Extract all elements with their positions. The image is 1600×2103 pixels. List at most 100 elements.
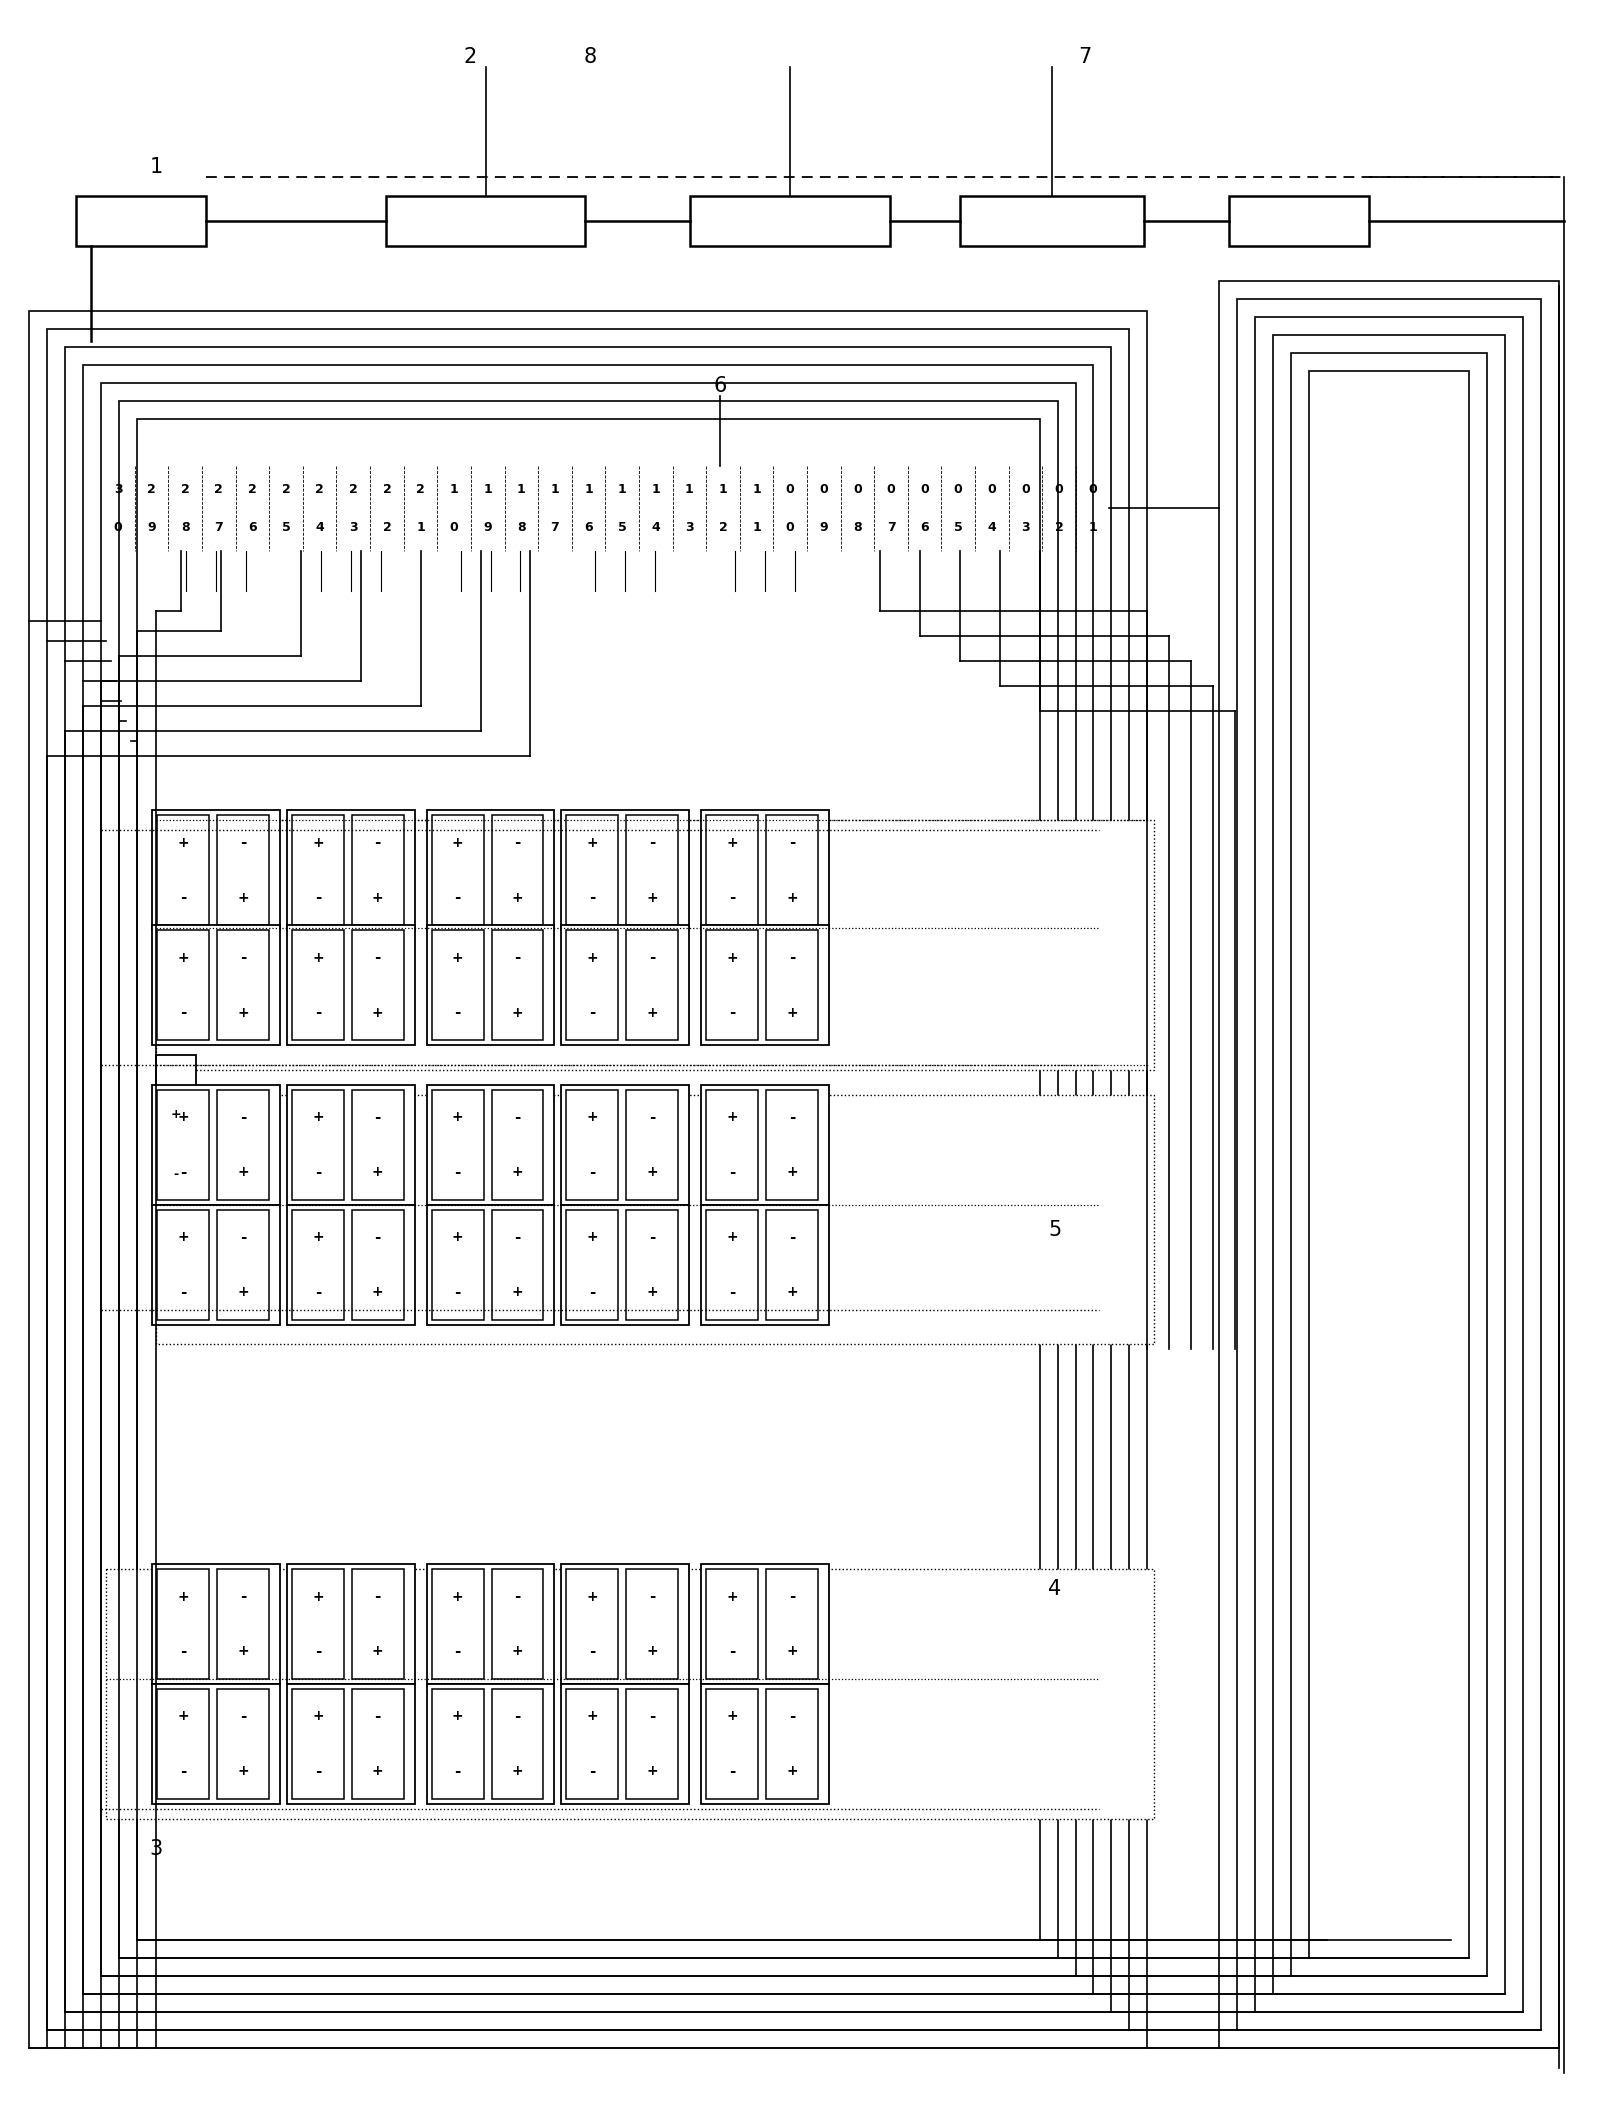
Text: +: + <box>646 1005 658 1020</box>
Text: +: + <box>312 835 323 850</box>
Bar <box>1219 282 1558 2048</box>
Bar <box>562 1685 690 1804</box>
Bar <box>106 1569 1154 1819</box>
Text: 5: 5 <box>954 522 963 534</box>
Bar <box>66 347 1112 2013</box>
Bar <box>101 467 1109 551</box>
Bar <box>960 196 1144 246</box>
Text: 4: 4 <box>987 522 997 534</box>
Text: 6: 6 <box>714 376 726 395</box>
Text: +: + <box>178 1230 189 1245</box>
Text: +: + <box>451 1590 464 1605</box>
Text: 1: 1 <box>752 484 762 496</box>
Text: +: + <box>726 835 738 850</box>
Text: 0: 0 <box>786 484 795 496</box>
Bar <box>152 1565 280 1685</box>
Text: +: + <box>312 1710 323 1722</box>
Text: 6: 6 <box>248 522 256 534</box>
Bar <box>562 1085 690 1205</box>
Text: +: + <box>786 1645 798 1659</box>
Bar <box>286 1685 414 1804</box>
Text: +: + <box>178 951 189 965</box>
Text: +: + <box>512 1005 523 1020</box>
Bar <box>1256 318 1523 2013</box>
Text: 8: 8 <box>181 522 189 534</box>
Text: +: + <box>646 1764 658 1779</box>
Text: -: - <box>730 1165 736 1180</box>
Bar <box>157 1089 210 1199</box>
Bar <box>157 1209 210 1319</box>
Bar <box>138 418 1040 1941</box>
Text: -: - <box>730 1764 736 1779</box>
Bar <box>706 1209 758 1319</box>
Text: +: + <box>237 1764 248 1779</box>
Text: +: + <box>237 1005 248 1020</box>
Text: -: - <box>589 1165 595 1180</box>
Bar <box>352 1689 403 1798</box>
Text: -: - <box>240 1230 246 1245</box>
Bar <box>701 1205 829 1325</box>
Text: 3: 3 <box>685 522 694 534</box>
Bar <box>152 1205 280 1325</box>
Text: -: - <box>374 835 381 850</box>
Bar <box>218 1209 269 1319</box>
Text: 6: 6 <box>584 522 594 534</box>
Bar <box>386 196 586 246</box>
Bar <box>291 1689 344 1798</box>
Bar <box>291 1569 344 1678</box>
Bar <box>626 816 678 925</box>
Text: +: + <box>587 1110 598 1125</box>
Bar <box>562 1565 690 1685</box>
Bar <box>157 1056 197 1234</box>
Text: +: + <box>646 892 658 904</box>
Bar <box>427 1205 555 1325</box>
Bar <box>690 196 890 246</box>
Text: +: + <box>512 1764 523 1779</box>
Text: +: + <box>371 1645 384 1659</box>
Bar <box>48 330 1130 2029</box>
Bar <box>352 816 403 925</box>
Text: 1: 1 <box>685 484 694 496</box>
Text: -: - <box>374 1710 381 1724</box>
Text: +: + <box>371 1005 384 1020</box>
Bar <box>352 1209 403 1319</box>
Text: +: + <box>237 892 248 904</box>
Text: -: - <box>315 1165 322 1180</box>
Text: +: + <box>587 835 598 850</box>
Text: +: + <box>512 1165 523 1180</box>
Text: 0: 0 <box>819 484 829 496</box>
Bar <box>701 1085 829 1205</box>
Text: 1: 1 <box>517 484 526 496</box>
Text: +: + <box>178 1110 189 1125</box>
Text: +: + <box>512 1285 523 1300</box>
Bar <box>566 816 618 925</box>
Text: 1: 1 <box>718 484 728 496</box>
Bar <box>562 1205 690 1325</box>
Text: +: + <box>178 835 189 850</box>
Bar <box>706 930 758 1041</box>
Text: -: - <box>240 951 246 965</box>
Text: +: + <box>587 1710 598 1722</box>
Bar <box>352 1569 403 1678</box>
Text: -: - <box>315 1005 322 1020</box>
Bar <box>291 930 344 1041</box>
Bar <box>432 816 483 925</box>
Text: -: - <box>454 1645 461 1659</box>
Bar <box>626 1209 678 1319</box>
Text: -: - <box>374 1110 381 1125</box>
Text: -: - <box>179 890 186 904</box>
Bar <box>286 1205 414 1325</box>
Text: 2: 2 <box>349 484 358 496</box>
Text: +: + <box>587 1590 598 1605</box>
Text: 1: 1 <box>483 484 493 496</box>
Text: -: - <box>454 1005 461 1020</box>
Text: +: + <box>587 1230 598 1245</box>
Text: 2: 2 <box>1054 522 1064 534</box>
Bar <box>218 1089 269 1199</box>
Text: +: + <box>786 892 798 904</box>
Text: -: - <box>179 1285 186 1300</box>
Text: -: - <box>589 890 595 904</box>
Text: +: + <box>726 1710 738 1722</box>
Text: 4: 4 <box>315 522 325 534</box>
Text: 1: 1 <box>752 522 762 534</box>
